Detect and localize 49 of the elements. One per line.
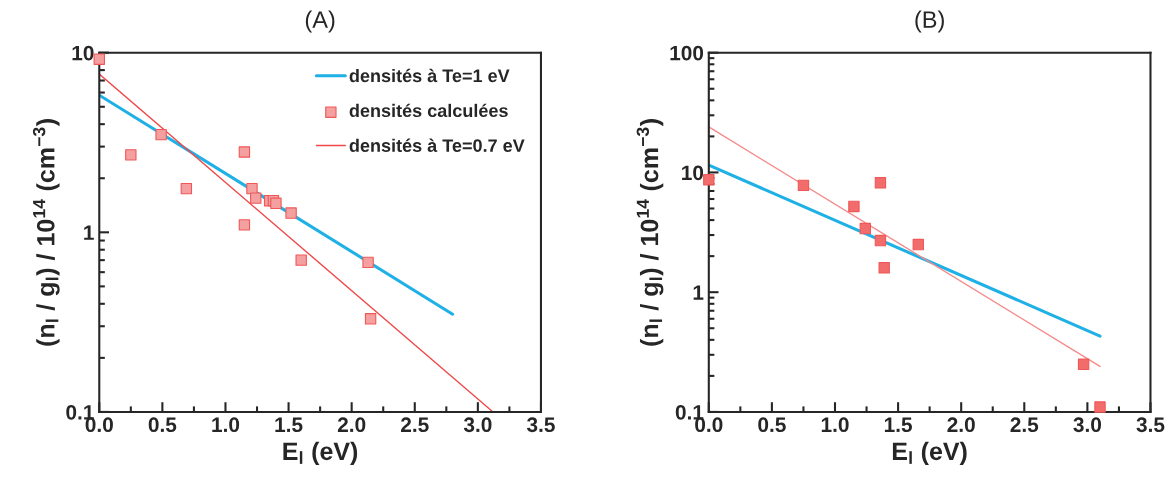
point (364, 313, 377, 325)
x-tick-label: 1.5 (884, 417, 912, 433)
point (238, 219, 251, 231)
x-tick-label: 3.5 (1136, 417, 1165, 433)
point (362, 256, 374, 269)
point (878, 262, 890, 274)
point (797, 179, 810, 192)
y-tick-label: 100 (670, 45, 704, 61)
point (93, 53, 105, 65)
point (1077, 358, 1090, 370)
point (155, 128, 167, 141)
x-tick-label: 2.5 (1010, 417, 1039, 433)
point (295, 254, 307, 266)
x-tick-label: 3.0 (463, 417, 492, 433)
x-axis-title: E$_{l}$ (eV) (283, 441, 358, 466)
x-tick-label: 2.0 (947, 417, 975, 433)
point (1094, 401, 1106, 413)
y-tick-label: 10 (72, 45, 94, 61)
x-tick-label: 1.5 (275, 417, 303, 433)
chart-title: (A) (305, 10, 335, 33)
y-tick-label: 10 (682, 165, 704, 181)
legend-label: densités à Te=1 eV (349, 68, 510, 83)
point (703, 173, 715, 186)
point (180, 182, 193, 195)
x-tick-label: 2.5 (401, 417, 429, 433)
x-tick-label: 0.5 (148, 417, 177, 433)
text: (n$_{l}$ / g$_{l}$) / 10$^{14}$ (cm$^{−3}$) (32, 119, 60, 346)
legend-label: densités à Te=0.7 eV (349, 138, 525, 152)
x-tick-label: 0.5 (758, 417, 786, 433)
point (848, 200, 860, 213)
point (859, 222, 871, 235)
y-tick-label: 1 (693, 285, 704, 300)
x-tick-label: 2.0 (337, 417, 366, 433)
x-tick-label: 1.0 (821, 417, 849, 433)
y-tick-label: 1 (84, 225, 94, 240)
point (285, 207, 297, 219)
point (250, 192, 262, 204)
point (912, 238, 924, 251)
x-axis-title: E$_{l}$ (eV) (892, 441, 967, 466)
point (874, 234, 887, 247)
text: (n$_{l}$ / g$_{l}$) / 10$^{14}$ (cm$^{−3}$) (636, 119, 664, 346)
legend-label: densités calculées (349, 103, 508, 118)
x-tick-label: 3.5 (526, 417, 555, 433)
x-tick-label: 1.0 (212, 417, 240, 433)
x-tick-label: 3.0 (1073, 417, 1102, 433)
chart-title: (B) (915, 10, 944, 33)
point (874, 177, 887, 189)
point (125, 149, 137, 161)
point (238, 146, 251, 158)
